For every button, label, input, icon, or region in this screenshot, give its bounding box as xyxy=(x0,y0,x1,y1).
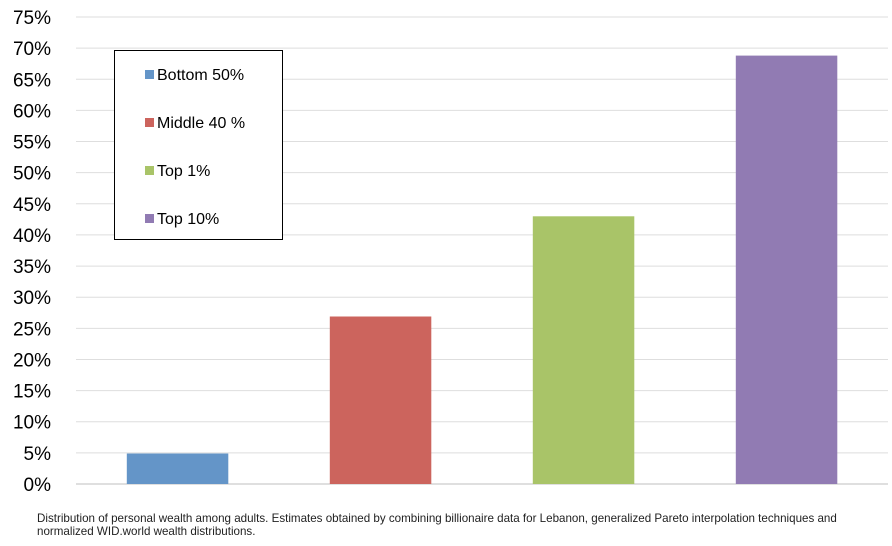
legend: Bottom 50% Middle 40 % Top 1% Top 10% xyxy=(114,50,283,240)
y-axis-tick-labels: 0% 5% 10% 15% 20% 25% 30% 35% 40% 45% 50% 55% 60% 65%… xyxy=(13,8,51,496)
chart-caption: Distribution of personal wealth among ad… xyxy=(37,512,837,538)
y-tick-label: 70% xyxy=(13,39,51,60)
legend-label: Top 1% xyxy=(157,163,210,180)
bar-bottom-50 xyxy=(126,453,229,484)
bar-top-10 xyxy=(735,55,838,484)
bar-chart: 0% 5% 10% 15% 20% 25% 30% 35% 40% 45% 50% 55% 60% 65%… xyxy=(13,8,888,496)
y-tick-label: 0% xyxy=(24,475,52,496)
y-tick-label: 65% xyxy=(13,70,51,91)
y-tick-label: 25% xyxy=(13,319,51,340)
y-tick-label: 15% xyxy=(13,382,51,403)
bar-middle-40 xyxy=(329,316,432,484)
bar-top-1 xyxy=(532,216,635,485)
legend-label: Top 10% xyxy=(157,211,219,228)
y-tick-label: 75% xyxy=(13,8,51,29)
y-tick-label: 60% xyxy=(13,101,51,122)
bars xyxy=(126,55,838,485)
legend-swatch xyxy=(145,118,154,127)
legend-swatch xyxy=(145,70,154,79)
legend-box xyxy=(114,50,283,240)
y-tick-label: 30% xyxy=(13,288,51,309)
legend-label: Middle 40 % xyxy=(157,115,245,132)
y-tick-label: 20% xyxy=(13,350,51,371)
legend-swatch xyxy=(145,166,154,175)
legend-label: Bottom 50% xyxy=(157,67,244,84)
y-tick-label: 35% xyxy=(13,257,51,278)
y-tick-label: 50% xyxy=(13,164,51,185)
y-tick-label: 10% xyxy=(13,413,51,434)
legend-swatch xyxy=(145,214,154,223)
y-tick-label: 55% xyxy=(13,133,51,154)
y-tick-label: 5% xyxy=(24,444,52,465)
y-tick-label: 45% xyxy=(13,195,51,216)
y-tick-label: 40% xyxy=(13,226,51,247)
